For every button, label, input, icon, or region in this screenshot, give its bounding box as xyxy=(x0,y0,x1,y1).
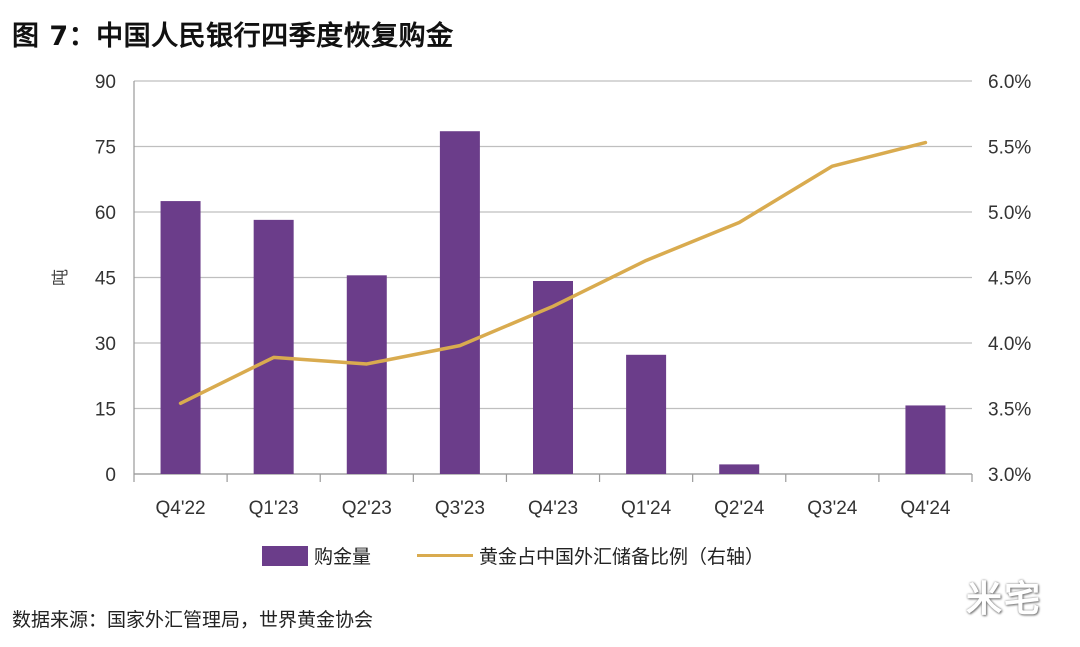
bar xyxy=(160,201,201,475)
y-tick-label: 30 xyxy=(95,334,116,355)
bar xyxy=(439,131,480,474)
x-tick-label: Q1'24 xyxy=(621,498,672,519)
legend-item-line: 黄金占中国外汇储备比例（右轴） xyxy=(371,542,764,569)
legend: 购金量 黄金占中国外汇储备比例（右轴） xyxy=(262,542,764,569)
x-tick-label: Q4'22 xyxy=(156,498,206,519)
legend-bar-swatch xyxy=(262,545,308,566)
reserve-ratio-line xyxy=(178,140,928,406)
y2-tick-label: 3.5% xyxy=(988,400,1031,421)
legend-line-swatch xyxy=(417,554,474,557)
x-tick-label: Q2'23 xyxy=(342,498,392,519)
y-tick-label: 45 xyxy=(95,269,116,290)
line-series xyxy=(178,140,928,406)
bar xyxy=(905,405,946,474)
y2-tick-label: 6.0% xyxy=(988,72,1031,93)
x-tick-label: Q1'23 xyxy=(249,498,299,519)
y2-tick-label: 3.0% xyxy=(988,465,1031,486)
bar xyxy=(253,219,294,474)
y-tick-label: 60 xyxy=(95,203,116,224)
y2-tick-label: 4.0% xyxy=(988,334,1031,355)
y-tick-label: 0 xyxy=(105,465,116,486)
y-tick-label: 15 xyxy=(95,400,116,421)
y2-tick-label: 5.5% xyxy=(988,138,1031,159)
chart-title: 图 7：中国人民银行四季度恢复购金 xyxy=(12,21,454,52)
legend-label-line: 黄金占中国外汇储备比例（右轴） xyxy=(479,546,765,568)
y-tick-label: 75 xyxy=(95,138,116,159)
y2-tick-label: 4.5% xyxy=(988,269,1031,290)
x-tick-label: Q3'23 xyxy=(435,498,485,519)
x-tick-label: Q4'24 xyxy=(900,498,951,519)
y-tick-label: 90 xyxy=(95,72,116,93)
tick-labels: 0 3.0% 15 3.5% 30 4.0% 45 4.5% 60 5.0% 75 5.5% 90 6.0… xyxy=(51,72,1031,519)
bars xyxy=(160,131,946,475)
x-tick-label: Q3'24 xyxy=(807,498,858,519)
bar xyxy=(719,464,760,474)
bar xyxy=(346,275,387,474)
source-note: 数据来源：国家外汇管理局，世界黄金协会 xyxy=(12,609,374,631)
watermark: 米宅 xyxy=(966,579,1043,620)
legend-item-bars: 购金量 xyxy=(262,542,371,569)
legend-label-bars: 购金量 xyxy=(314,546,372,568)
y2-tick-label: 5.0% xyxy=(988,203,1031,224)
bar xyxy=(533,280,573,474)
y-axis-label: 吨 xyxy=(51,269,71,286)
x-tick-label: Q4'23 xyxy=(528,498,578,519)
x-tick-label: Q2'24 xyxy=(714,498,765,519)
bar xyxy=(626,354,667,474)
